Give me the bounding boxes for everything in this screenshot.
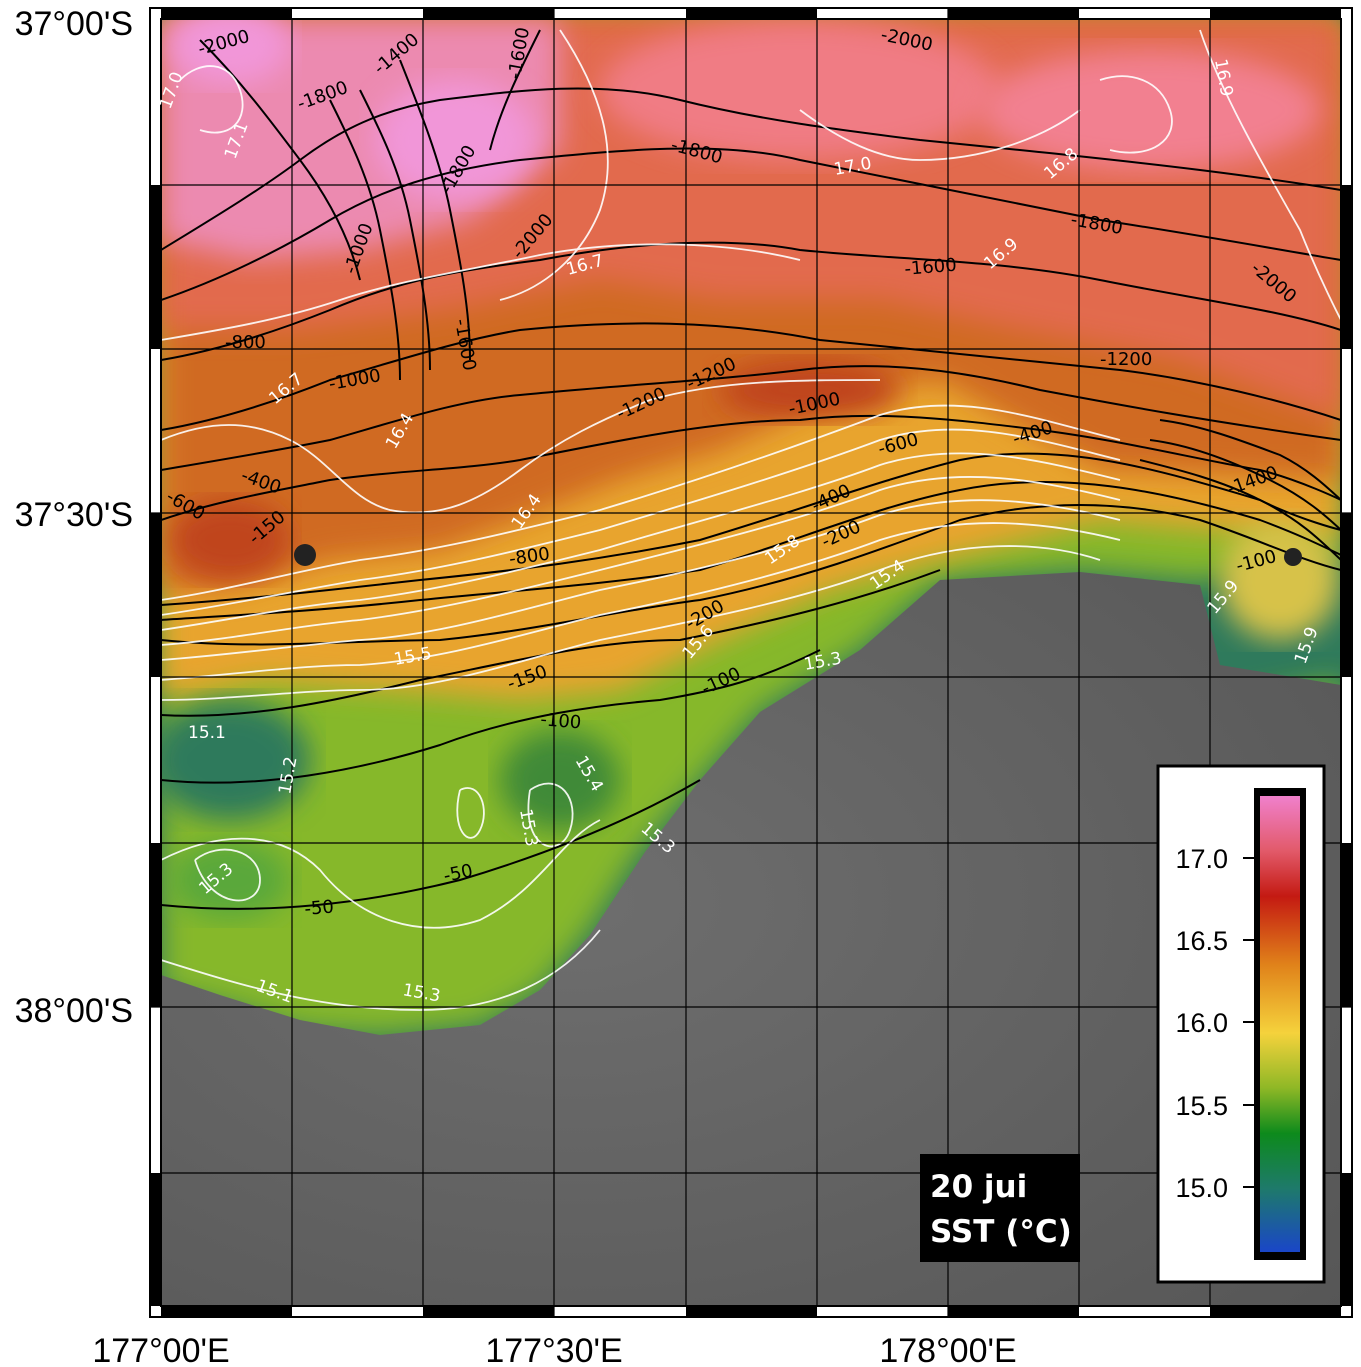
seamount-marker	[294, 544, 316, 566]
colorbar: 17.0 16.5 16.0 15.5 15.0	[1156, 764, 1326, 1284]
lon-label-178-00: 178°00'E	[879, 1332, 1016, 1367]
bathy-label-1600: -1600	[904, 255, 958, 280]
sst-isotherms	[161, 29, 1341, 1011]
bathy-label-1200c: -1200	[1100, 349, 1152, 370]
annotation-date: 20 jui	[930, 1169, 1027, 1205]
lon-label-177-00: 177°00'E	[92, 1332, 229, 1367]
lon-label-177-30: 177°30'E	[485, 1332, 622, 1367]
colorbar-gradient	[1260, 796, 1300, 1252]
bathy-label-800b: -800	[225, 332, 266, 353]
sst-label-15-1: 15.1	[188, 723, 226, 743]
bathy-label-50b: -50	[304, 896, 335, 919]
colorbar-tick-16-5: 16.5	[1175, 926, 1228, 956]
bathy-label-100b: -100	[540, 709, 583, 733]
bathymetry-labels: -2000 -2000 -2000 -2000 -1800 -1800 -180…	[163, 24, 1301, 920]
map-area	[161, 19, 1341, 1306]
lat-label-37-00: 37°00'S	[15, 5, 133, 43]
colorbar-tick-15-5: 15.5	[1175, 1091, 1228, 1121]
bathymetry-contours	[161, 29, 1341, 910]
lat-label-38-00: 38°00'S	[15, 992, 133, 1030]
axis-labels: 37°00'S 37°30'S 38°00'S 177°00'E 177°30'…	[15, 5, 1017, 1367]
colorbar-tick-16-0: 16.0	[1175, 1008, 1228, 1038]
annotation-variable: SST (°C)	[930, 1214, 1072, 1250]
map-frame	[149, 7, 1353, 1318]
date-variable-annotation: 20 jui SST (°C)	[920, 1154, 1080, 1262]
seamount-marker-east	[1284, 548, 1302, 566]
colorbar-tick-15-0: 15.0	[1175, 1173, 1228, 1203]
lat-label-37-30: 37°30'S	[15, 496, 133, 534]
graticule	[150, 8, 1352, 1317]
coastline-land	[161, 572, 1341, 1306]
colorbar-tick-17-0: 17.0	[1175, 844, 1228, 874]
